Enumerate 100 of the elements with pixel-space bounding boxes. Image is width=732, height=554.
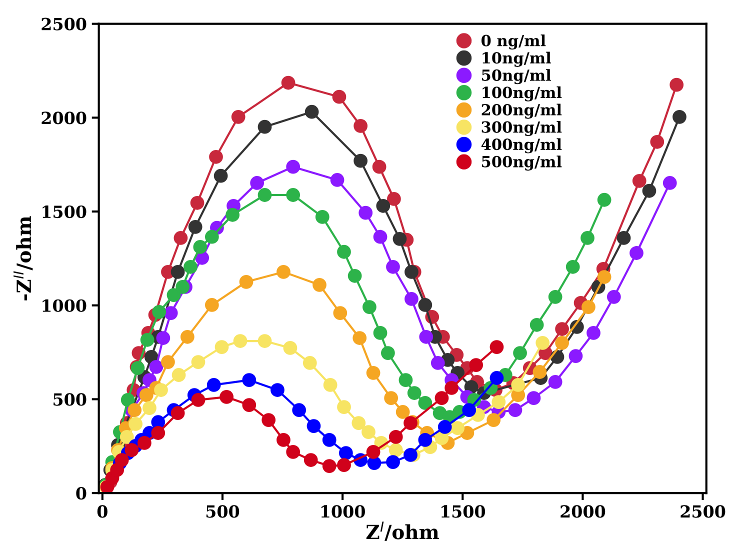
x-tick-label: 500 [206, 505, 240, 518]
point [430, 356, 445, 370]
point [530, 318, 544, 332]
point [242, 373, 256, 388]
point [372, 160, 386, 174]
legend-label: 200ng/ml [482, 104, 562, 119]
point [170, 406, 185, 420]
point [209, 150, 223, 164]
point [286, 188, 300, 202]
point [226, 208, 240, 222]
point [373, 230, 388, 244]
point [337, 400, 351, 414]
point [373, 326, 388, 340]
point [283, 341, 298, 355]
point [532, 365, 547, 379]
point [354, 154, 368, 168]
point [404, 292, 418, 306]
point [566, 260, 580, 274]
legend-label: 300ng/ml [482, 120, 562, 136]
point [469, 358, 484, 372]
legend-label: 500ng/ml [482, 156, 562, 171]
point [548, 290, 562, 304]
point [174, 231, 188, 245]
point [322, 432, 336, 447]
point [434, 391, 449, 406]
point [156, 331, 170, 345]
legend-label: 0 ng/ml [482, 34, 546, 50]
point [204, 298, 219, 312]
point [142, 401, 156, 415]
point [580, 231, 594, 245]
point [154, 383, 168, 397]
point [250, 176, 264, 190]
x-tick-label: 2000 [560, 505, 606, 518]
y-tick-label: 2500 [42, 18, 86, 30]
point [164, 306, 178, 320]
point [276, 265, 290, 279]
point [642, 184, 656, 198]
point [486, 413, 501, 427]
point [190, 196, 204, 210]
point [312, 278, 326, 292]
legend-label: 10ng/ml [482, 52, 552, 67]
point [396, 405, 410, 419]
point [286, 445, 300, 459]
point [140, 332, 154, 347]
point [337, 244, 351, 259]
point [586, 326, 600, 340]
point [597, 270, 612, 284]
x-axis-title: Z$^{I}$/ohm [366, 522, 439, 541]
point [490, 371, 504, 385]
point [606, 290, 621, 304]
point [366, 366, 380, 380]
point [276, 432, 290, 447]
point [138, 436, 152, 450]
point [214, 340, 229, 354]
point [492, 395, 506, 409]
point [381, 346, 395, 360]
point [418, 298, 432, 312]
x-tick-label: 2500 [680, 505, 726, 518]
y-tick-label: 1000 [42, 299, 86, 312]
y-axis-title: -Z$^{II}$/ohm [14, 216, 33, 300]
point [161, 355, 175, 369]
point [302, 356, 317, 370]
point [616, 231, 631, 245]
point [388, 430, 403, 444]
point [184, 260, 198, 274]
y-tick-label: 500 [54, 393, 86, 406]
point [258, 334, 272, 348]
point [362, 300, 376, 314]
point [128, 403, 142, 418]
point [672, 110, 686, 124]
point [304, 104, 319, 119]
point [555, 336, 569, 350]
point [337, 458, 351, 472]
point [262, 413, 276, 427]
point [188, 220, 202, 234]
point [120, 393, 135, 407]
point [204, 230, 219, 244]
point [114, 453, 129, 467]
point [418, 432, 432, 447]
point [555, 322, 569, 336]
point [650, 134, 664, 149]
point [662, 176, 677, 190]
point [352, 331, 367, 345]
point [338, 446, 353, 460]
point [323, 378, 338, 392]
point [508, 403, 522, 418]
point [548, 375, 562, 389]
point [398, 373, 413, 388]
x-tick-label: 1500 [441, 505, 486, 518]
point [242, 398, 256, 412]
point [120, 430, 134, 444]
point [151, 426, 166, 440]
point [292, 403, 306, 418]
point [330, 173, 344, 187]
point [166, 288, 181, 302]
point [176, 280, 190, 294]
point [180, 330, 194, 344]
point [386, 260, 400, 274]
y-tick-label: 2000 [42, 112, 86, 124]
point [568, 349, 583, 363]
